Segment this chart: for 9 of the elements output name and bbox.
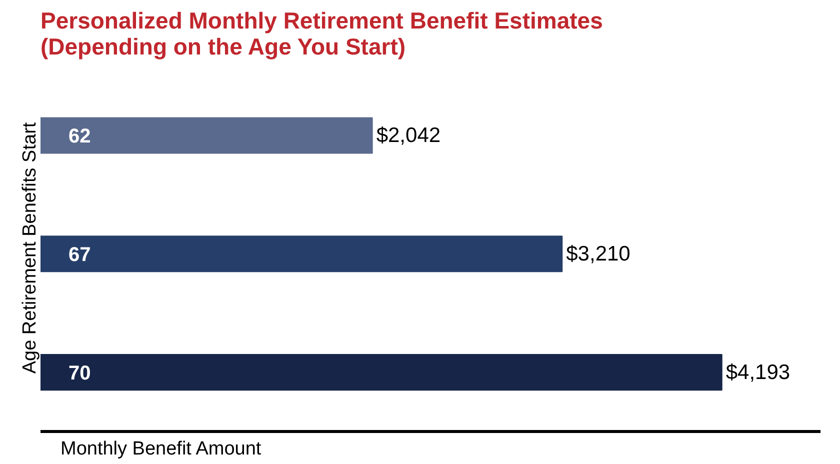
- x-axis-title: Monthly Benefit Amount: [60, 438, 262, 460]
- y-axis-title: Age Retirement Benefits Start: [20, 122, 40, 374]
- data-label: $3,210: [566, 242, 630, 266]
- y-tick-label: 67: [68, 244, 91, 266]
- y-tick-label: 70: [68, 362, 91, 384]
- y-tick-label: 62: [68, 126, 91, 148]
- data-label: $2,042: [376, 124, 441, 148]
- data-label: $4,193: [726, 360, 790, 384]
- chart-title: Personalized Monthly Retirement Benefit Estimates (Depending on the Age You Start): [40, 8, 603, 60]
